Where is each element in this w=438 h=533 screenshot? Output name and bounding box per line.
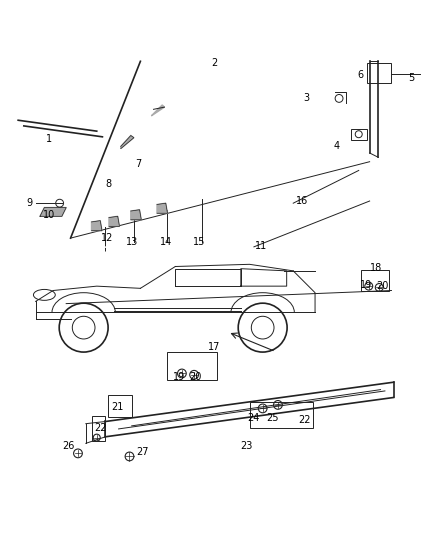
Text: 4: 4	[334, 141, 340, 151]
Text: 15: 15	[193, 238, 205, 247]
Text: 19: 19	[173, 372, 185, 382]
Text: 8: 8	[106, 180, 112, 189]
Text: 23: 23	[240, 441, 253, 451]
Text: 10: 10	[42, 210, 55, 220]
Polygon shape	[109, 216, 120, 227]
Bar	[250, 402, 313, 428]
Text: 22: 22	[94, 423, 106, 433]
Text: 27: 27	[136, 447, 149, 457]
Polygon shape	[131, 210, 141, 220]
Polygon shape	[121, 135, 134, 149]
Text: 13: 13	[126, 238, 138, 247]
Polygon shape	[92, 221, 102, 231]
Bar	[92, 416, 105, 441]
Text: 20: 20	[377, 281, 389, 291]
Text: 20: 20	[190, 372, 202, 382]
Text: 9: 9	[26, 198, 32, 208]
Text: 3: 3	[303, 93, 309, 103]
Text: 25: 25	[266, 414, 279, 423]
Text: 24: 24	[247, 414, 259, 423]
Bar	[361, 270, 389, 290]
Text: 19: 19	[360, 280, 372, 290]
Text: 1: 1	[46, 134, 52, 143]
Bar	[351, 129, 367, 140]
Text: 12: 12	[101, 233, 113, 243]
Text: 6: 6	[358, 70, 364, 80]
Polygon shape	[151, 105, 164, 116]
Text: 5: 5	[408, 73, 414, 83]
Text: 2: 2	[212, 58, 218, 68]
Text: 22: 22	[298, 415, 311, 425]
Polygon shape	[40, 207, 66, 216]
Bar	[166, 352, 217, 380]
Text: 18: 18	[370, 263, 382, 273]
Text: 16: 16	[296, 196, 308, 206]
Text: 7: 7	[135, 159, 141, 169]
Text: 21: 21	[111, 402, 124, 412]
Text: 14: 14	[159, 238, 172, 247]
Polygon shape	[157, 203, 167, 213]
Bar	[108, 395, 132, 417]
Bar	[367, 63, 392, 83]
Text: 11: 11	[255, 240, 268, 251]
Text: 17: 17	[208, 342, 221, 352]
Text: 26: 26	[62, 440, 74, 450]
